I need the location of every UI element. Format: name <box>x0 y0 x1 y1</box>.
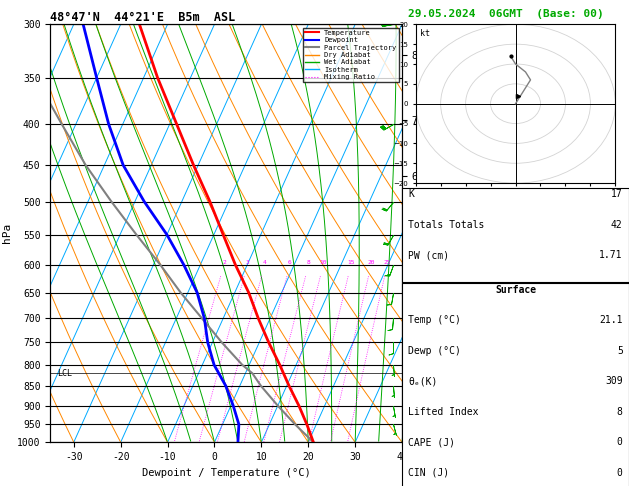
Text: Mixing Ratio (g/kg): Mixing Ratio (g/kg) <box>409 186 418 281</box>
Text: 21.1: 21.1 <box>599 315 623 325</box>
Text: 5: 5 <box>617 346 623 356</box>
Text: PW (cm): PW (cm) <box>408 250 450 260</box>
Text: Lifted Index: Lifted Index <box>408 407 479 417</box>
Text: K: K <box>408 190 415 199</box>
Y-axis label: km
ASL: km ASL <box>423 225 445 242</box>
X-axis label: Dewpoint / Temperature (°C): Dewpoint / Temperature (°C) <box>142 468 311 478</box>
Text: 20: 20 <box>367 260 375 265</box>
Text: CIN (J): CIN (J) <box>408 468 450 478</box>
Text: 309: 309 <box>605 376 623 386</box>
Text: 2: 2 <box>222 260 226 265</box>
Text: 4: 4 <box>263 260 267 265</box>
Text: 0: 0 <box>617 468 623 478</box>
Text: Totals Totals: Totals Totals <box>408 220 485 230</box>
Text: 8: 8 <box>306 260 310 265</box>
Text: 42: 42 <box>611 220 623 230</box>
Text: 0: 0 <box>617 437 623 448</box>
Text: 25: 25 <box>384 260 391 265</box>
Text: LCL: LCL <box>57 369 72 378</box>
Text: 15: 15 <box>347 260 355 265</box>
Text: 17: 17 <box>611 190 623 199</box>
Text: kt: kt <box>420 29 430 38</box>
Text: 6: 6 <box>288 260 292 265</box>
Text: 8: 8 <box>617 407 623 417</box>
Legend: Temperature, Dewpoint, Parcel Trajectory, Dry Adiabat, Wet Adiabat, Isotherm, Mi: Temperature, Dewpoint, Parcel Trajectory… <box>303 28 399 82</box>
Text: 10: 10 <box>320 260 327 265</box>
Text: Surface: Surface <box>495 285 536 295</box>
Text: Dewp (°C): Dewp (°C) <box>408 346 461 356</box>
Y-axis label: hPa: hPa <box>1 223 11 243</box>
Text: Temp (°C): Temp (°C) <box>408 315 461 325</box>
Text: 3: 3 <box>245 260 249 265</box>
Text: 29.05.2024  06GMT  (Base: 00): 29.05.2024 06GMT (Base: 00) <box>408 9 604 19</box>
Text: © weatheronline.co.uk: © weatheronline.co.uk <box>459 447 572 456</box>
Text: 48°47'N  44°21'E  B5m  ASL: 48°47'N 44°21'E B5m ASL <box>50 11 236 24</box>
Text: 1.71: 1.71 <box>599 250 623 260</box>
Text: θₑ(K): θₑ(K) <box>408 376 438 386</box>
Text: CAPE (J): CAPE (J) <box>408 437 455 448</box>
